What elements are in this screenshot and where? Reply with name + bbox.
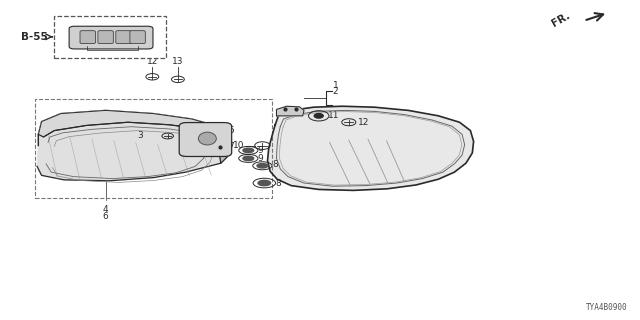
Polygon shape (268, 106, 474, 190)
Text: 7: 7 (228, 142, 234, 151)
Polygon shape (211, 133, 227, 163)
Text: 2: 2 (333, 87, 338, 96)
Text: FR.: FR. (550, 11, 572, 29)
Text: 4: 4 (103, 205, 108, 214)
Ellipse shape (258, 180, 271, 186)
Ellipse shape (243, 156, 253, 161)
Polygon shape (276, 106, 304, 116)
Text: 9: 9 (257, 146, 263, 155)
Text: 11: 11 (328, 111, 339, 120)
Ellipse shape (198, 132, 216, 145)
FancyBboxPatch shape (179, 123, 232, 156)
Text: 9: 9 (257, 154, 263, 163)
FancyBboxPatch shape (80, 31, 95, 44)
Polygon shape (38, 110, 227, 137)
Text: 3: 3 (138, 132, 143, 140)
FancyBboxPatch shape (98, 31, 113, 44)
Text: 12: 12 (358, 118, 370, 127)
Ellipse shape (257, 164, 268, 168)
Text: 12: 12 (147, 57, 158, 66)
FancyBboxPatch shape (69, 26, 153, 49)
Text: 6: 6 (103, 212, 108, 221)
Text: TYA4B0900: TYA4B0900 (586, 303, 627, 312)
Text: 10: 10 (233, 141, 244, 150)
FancyBboxPatch shape (116, 31, 131, 44)
Text: 8: 8 (275, 179, 281, 188)
Text: 5: 5 (228, 126, 234, 135)
Circle shape (314, 114, 323, 118)
Text: 1: 1 (333, 81, 338, 90)
Ellipse shape (243, 148, 253, 153)
Text: 8: 8 (272, 160, 278, 169)
Text: 13: 13 (172, 57, 184, 66)
Polygon shape (38, 110, 229, 163)
Bar (35, 99, 272, 198)
Bar (54, 16, 166, 58)
FancyBboxPatch shape (130, 31, 145, 44)
Polygon shape (37, 122, 221, 181)
Text: B-55: B-55 (21, 32, 48, 42)
